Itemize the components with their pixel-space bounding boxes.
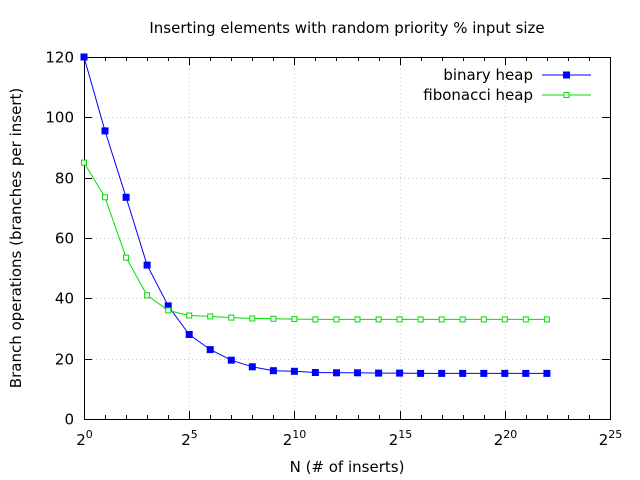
legend-label: fibonacci heap	[423, 86, 533, 104]
y-tick-label: 0	[64, 411, 74, 429]
data-point	[145, 293, 150, 298]
data-point	[208, 314, 213, 319]
data-point	[502, 370, 508, 376]
data-point	[207, 347, 213, 353]
data-point	[250, 316, 255, 321]
data-point	[418, 370, 424, 376]
data-point	[397, 370, 403, 376]
data-point	[523, 370, 529, 376]
legend-swatch-marker	[564, 93, 569, 98]
data-point	[144, 262, 150, 268]
y-tick-label: 80	[55, 170, 74, 188]
data-point	[334, 370, 340, 376]
data-point	[271, 316, 276, 321]
data-point	[228, 357, 234, 363]
data-point	[355, 370, 361, 376]
data-point	[334, 317, 339, 322]
data-point	[376, 317, 381, 322]
data-point	[460, 317, 465, 322]
data-point	[81, 54, 87, 60]
data-point	[418, 317, 423, 322]
legend-label: binary heap	[443, 66, 533, 84]
data-point	[439, 317, 444, 322]
data-point	[82, 160, 87, 165]
data-point	[291, 368, 297, 374]
data-point	[313, 317, 318, 322]
data-point	[355, 317, 360, 322]
data-point	[103, 195, 108, 200]
data-point	[439, 370, 445, 376]
y-tick-label: 60	[55, 230, 74, 248]
y-tick-label: 40	[55, 290, 74, 308]
data-point	[166, 308, 171, 313]
data-point	[292, 317, 297, 322]
data-point	[312, 370, 318, 376]
data-point	[544, 370, 550, 376]
data-point	[481, 317, 486, 322]
y-tick-label: 120	[45, 49, 74, 67]
chart-title: Inserting elements with random priority …	[149, 19, 544, 37]
data-point	[397, 317, 402, 322]
y-tick-label: 20	[55, 351, 74, 369]
data-point	[186, 332, 192, 338]
data-point	[123, 194, 129, 200]
x-axis-label: N (# of inserts)	[290, 458, 405, 476]
data-point	[481, 370, 487, 376]
data-point	[544, 317, 549, 322]
y-tick-label: 100	[45, 109, 74, 127]
data-point	[270, 368, 276, 374]
data-point	[502, 317, 507, 322]
data-point	[376, 370, 382, 376]
data-point	[523, 317, 528, 322]
data-point	[124, 255, 129, 260]
data-point	[102, 128, 108, 134]
data-point	[229, 315, 234, 320]
data-point	[249, 364, 255, 370]
y-axis-label: Branch operations (branches per insert)	[7, 88, 25, 388]
data-point	[187, 313, 192, 318]
legend-swatch-marker	[564, 72, 570, 78]
data-point	[460, 370, 466, 376]
